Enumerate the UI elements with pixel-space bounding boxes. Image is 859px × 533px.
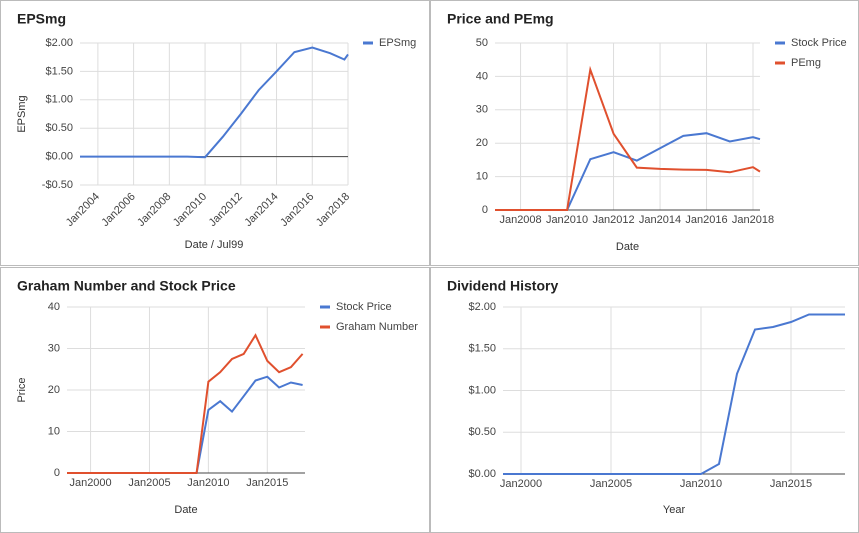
x-tick-label: Jan2010 — [680, 478, 722, 490]
y-tick-label: 20 — [48, 384, 60, 396]
x-axis-title: Date / Jul99 — [185, 239, 244, 251]
y-tick-label: $1.50 — [45, 65, 73, 77]
line-series — [67, 375, 303, 474]
x-axis-title: Date — [616, 241, 639, 253]
chart-title: Price and PEmg — [447, 11, 554, 27]
x-tick-label: Jan2016 — [685, 214, 727, 226]
y-tick-label: 0 — [54, 467, 60, 479]
line-series — [495, 65, 761, 211]
y-tick-label: $0.50 — [468, 426, 496, 438]
x-tick-label: Jan2015 — [246, 477, 288, 489]
y-tick-label: 30 — [48, 342, 60, 354]
y-axis-title: Price — [16, 377, 28, 402]
x-tick-label: Jan2005 — [590, 478, 632, 490]
y-tick-label: $0.50 — [45, 122, 73, 134]
legend-label: Stock Price — [791, 37, 847, 49]
legend-label: Graham Number — [336, 321, 418, 333]
y-tick-label: 10 — [476, 171, 488, 183]
y-tick-label: -$0.50 — [42, 179, 73, 191]
line-series — [80, 46, 349, 159]
y-tick-label: $1.50 — [468, 343, 496, 355]
panel — [430, 0, 859, 266]
x-tick-label: Jan2018 — [732, 214, 774, 226]
x-tick-label: Jan2008 — [499, 214, 541, 226]
x-tick-label: Jan2000 — [69, 477, 111, 489]
y-tick-label: 40 — [48, 301, 60, 313]
x-tick-label: Jan2005 — [128, 477, 170, 489]
line-series — [503, 313, 845, 475]
chart-title: EPSmg — [17, 11, 66, 27]
line-series — [495, 132, 761, 211]
x-axis-title: Date — [174, 504, 197, 516]
chart-title: Dividend History — [447, 278, 558, 294]
panel — [0, 0, 430, 266]
x-tick-label: Jan2010 — [187, 477, 229, 489]
legend-label: Stock Price — [336, 301, 392, 313]
y-tick-label: 30 — [476, 104, 488, 116]
x-axis-title: Year — [663, 504, 686, 516]
y-tick-label: $2.00 — [45, 37, 73, 49]
line-series — [67, 333, 304, 474]
y-axis-title: EPSmg — [16, 95, 28, 132]
y-tick-label: 50 — [476, 37, 488, 49]
y-tick-label: 40 — [476, 70, 488, 82]
panel — [430, 267, 859, 533]
x-tick-label: Jan2015 — [770, 478, 812, 490]
x-tick-label: Jan2000 — [500, 478, 542, 490]
y-tick-label: $1.00 — [468, 384, 496, 396]
y-tick-label: $2.00 — [468, 301, 496, 313]
chart-title: Graham Number and Stock Price — [17, 278, 236, 294]
legend-label: PEmg — [791, 57, 821, 69]
y-tick-label: 20 — [476, 137, 488, 149]
x-tick-label: Jan2010 — [546, 214, 588, 226]
y-tick-label: 10 — [48, 425, 60, 437]
panel — [0, 267, 430, 533]
y-tick-label: 0 — [482, 204, 488, 216]
legend-label: EPSmg — [379, 37, 416, 49]
x-tick-label: Jan2014 — [639, 214, 681, 226]
y-tick-label: $0.00 — [468, 468, 496, 480]
x-tick-label: Jan2012 — [592, 214, 634, 226]
y-tick-label: $1.00 — [45, 94, 73, 106]
y-tick-label: $0.00 — [45, 151, 73, 163]
